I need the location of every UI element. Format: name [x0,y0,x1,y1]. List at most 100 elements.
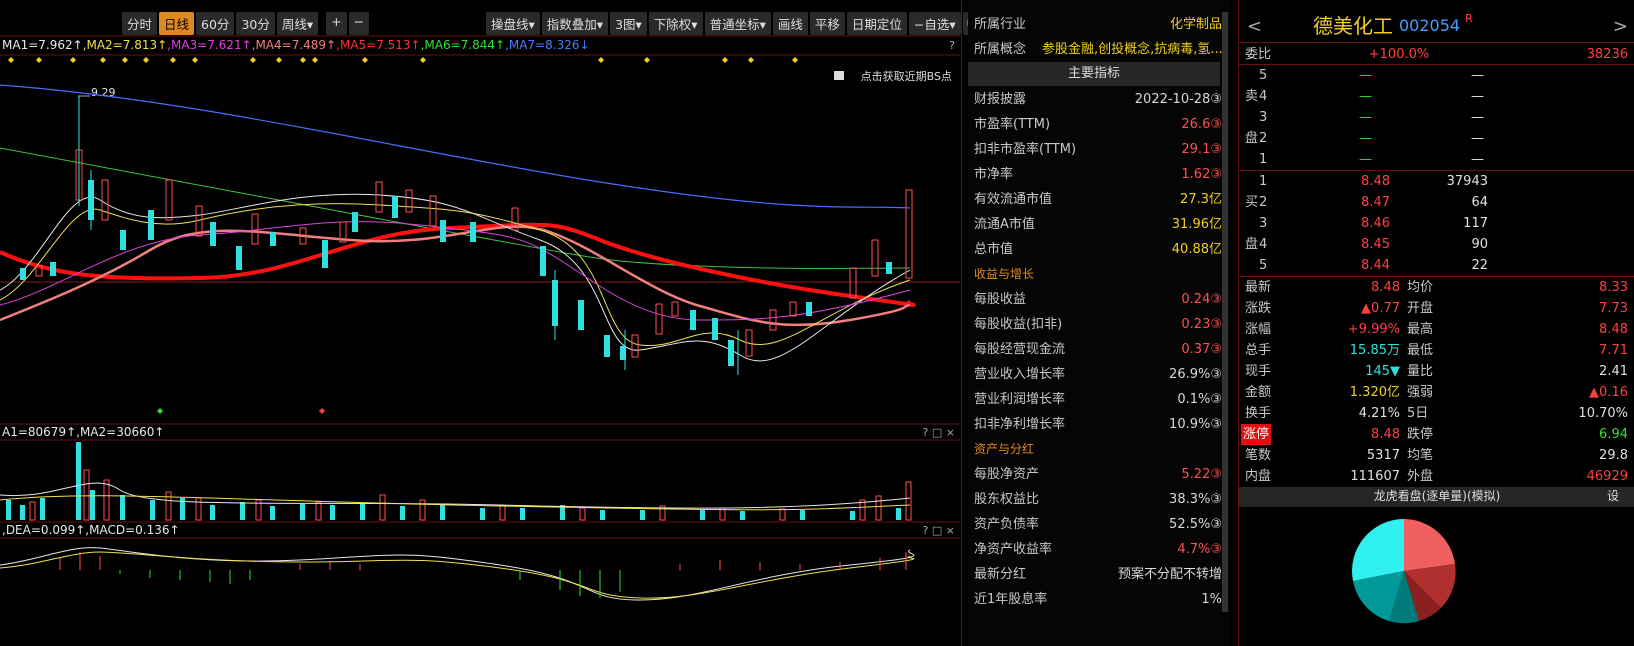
bs-hint[interactable]: 点击获取近期BS点 [861,70,952,83]
value: 38236 [1586,47,1628,62]
toolbar-button[interactable]: 普通坐标▾ [704,12,771,35]
info-row: 每股经营现金流 0.37③ [974,337,1222,362]
label: 扣非市盈率(TTM) [974,142,1077,157]
label: 最低 [1407,343,1434,358]
volume: 64 [1471,195,1488,210]
info-row: 扣非净利增长率 10.9%③ [974,412,1222,437]
label: 现手 [1245,364,1272,379]
toolbar-button[interactable]: 日期定位 [846,12,907,35]
side-label: 盘 [1245,237,1259,252]
label: 每股净资产 [974,467,1040,482]
prev[interactable]: < [1247,16,1263,37]
settings[interactable]: 设 [1607,489,1620,503]
value: 8.48 [1599,322,1628,337]
toolbar-button[interactable]: 操盘线▾ [486,12,540,35]
toolbar-button[interactable]: 30分 [236,12,275,35]
label: 涨跌 [1245,301,1272,316]
panel-buttons[interactable]: ? □ × [923,426,955,439]
value: 1% [1201,592,1222,607]
footer-bar [1239,487,1634,507]
info-row: 有效流通市值 27.3亿 [974,187,1222,212]
label: 涨幅 [1245,322,1272,337]
toolbar-button[interactable]: 指数叠加▾ [541,12,609,35]
value: 29.8 [1599,448,1628,463]
help: ? [949,39,955,52]
info-row: 财报披露 2022-10-28③ [974,87,1222,112]
toolbar-button[interactable]: 3图▾ [610,12,647,35]
value: 6.94 [1599,427,1628,442]
toolbar-button[interactable]: 60分 [196,12,235,35]
info-panel: 主要指标 所属行业 化学制品 所属概念 参股金融,创投概念,抗病毒,氢... 财报披露 2… [968,0,1230,646]
info-row: 营业利润增长率 0.1%③ [974,387,1222,412]
toolbar-button[interactable]: 分时 [122,12,158,35]
label: 涨停 [1241,424,1272,445]
label: 营业收入增长率 [974,367,1066,382]
value: 2022-10-28③ [1134,92,1222,107]
price: — [1359,110,1372,125]
value: 111607 [1350,469,1400,484]
value: 1.320亿 [1349,385,1400,400]
charts: MA1=7.962↑,MA2=7.813↑,MA3=7.621↑,MA4=7.4… [0,35,960,601]
volume: — [1471,89,1484,104]
value: 0.23③ [1181,317,1222,332]
info-row: 股东权益比 38.3%③ [974,487,1222,512]
info-row: 市净率 1.62③ [974,162,1222,187]
label: 扣非净利增长率 [974,417,1066,432]
price: — [1359,152,1372,167]
label: 有效流通市值 [974,192,1053,207]
label: 营业利润增长率 [974,392,1066,407]
toolbar-button[interactable]: 平移 [809,12,845,35]
volume: — [1471,68,1484,83]
value: 7.71 [1599,343,1628,358]
value: 10.9%③ [1169,417,1222,432]
value: 10.70% [1578,406,1628,421]
label: 市净率 [974,167,1014,182]
kline-area: 分时 日线 60分 30分 周线▾ + − 操盘线▾ 指数叠加▾ 3图▾ 下除权▾ 普通坐标▾ 画线平… [0,0,984,646]
info-row: 所属概念 参股金融,创投概念,抗病毒,氢... [974,37,1222,62]
label: 均笔 [1407,448,1434,463]
value: +9.99% [1347,322,1400,337]
label: 内盘 [1245,469,1272,484]
price: — [1359,68,1372,83]
label: 股东权益比 [974,492,1040,507]
side-label: 买 [1245,195,1259,210]
value: 2.41 [1599,364,1628,379]
value: 26.6③ [1181,117,1222,132]
value: 预案不分配不转增 [1117,567,1222,582]
toolbar-button[interactable]: 下除权▾ [648,12,703,35]
label: 资产负债率 [974,517,1040,532]
info-row: 每股收益 0.24③ [974,287,1222,312]
scrollbar[interactable] [1222,12,1228,612]
value: 1.62③ [1181,167,1222,182]
section-title: 资产与分红 [974,437,1222,462]
ma-value: ,MA5=7.513↑ [336,38,420,52]
toolbar-button[interactable]: + [326,12,347,35]
toolbar-button[interactable]: 日线 [159,12,195,35]
level: 4 [1259,237,1268,252]
toolbar-button[interactable]: 周线▾ [276,12,319,35]
section-label: 资产与分红 [974,442,1035,456]
toolbar-button[interactable]: − [348,12,370,35]
side-label: 卖 [1245,89,1259,104]
next[interactable]: > [1612,16,1628,37]
section-label: 收益与增长 [974,267,1035,281]
footer[interactable]: 龙虎看盘(逐单量)(模拟) [1373,489,1501,503]
macd-legend: ,DEA=0.099↑,MACD=0.136↑ [2,523,180,537]
section-title: 收益与增长 [974,262,1222,287]
volume: 90 [1471,237,1488,252]
label: 5日 [1407,406,1429,421]
price: 8.44 [1361,258,1390,273]
panel-buttons[interactable]: ? □ × [923,524,955,537]
toolbar-button[interactable]: −自选▾ [908,12,961,35]
level: 1 [1259,174,1268,189]
value: 40.88亿 [1171,242,1222,257]
level: 3 [1259,216,1268,231]
price: 8.47 [1361,195,1390,210]
level: 4 [1259,89,1268,104]
label: 流通A市值 [974,217,1035,232]
value: 15.85万 [1349,343,1400,358]
label: 近1年股息率 [974,592,1048,607]
toolbar-button[interactable]: 画线 [772,12,808,35]
marker [157,408,163,414]
label: 每股收益 [974,292,1027,307]
